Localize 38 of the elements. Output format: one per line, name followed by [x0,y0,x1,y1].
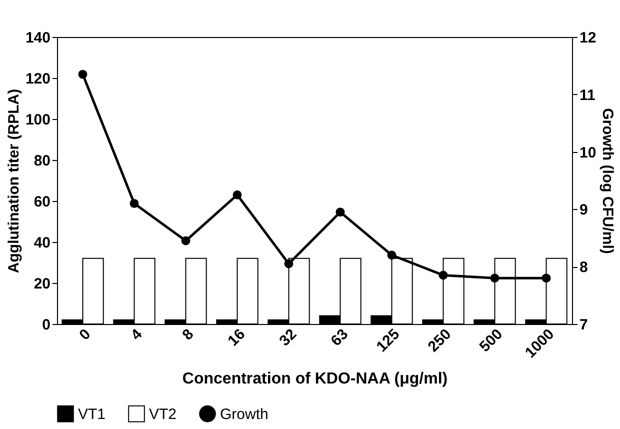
point [490,274,500,283]
y-axis-title: Agglutination titer (RPLA) [5,88,22,274]
y-tick-label: 40 [34,234,50,252]
y2-tick-label: 7 [580,316,588,334]
x-tick-label: 0 [76,326,94,344]
point [387,250,396,260]
point [232,190,242,200]
x-tick-label: 63 [328,326,352,350]
x-tick-label: 4 [128,325,146,344]
y-tick-label: 60 [34,194,50,210]
x-tick-label: 500 [476,326,506,356]
point [336,208,345,217]
point [181,236,190,246]
point [130,198,139,208]
point [438,270,448,280]
x-tick-label: 16 [224,326,249,350]
y-tick-label: 100 [25,112,50,128]
x-axis-title: Concentration of KDO-NAA (μg/ml) [182,370,448,388]
y-tick-label: 20 [34,276,50,292]
y2-axis-title: Growth (log CFU/ml) [599,108,616,254]
point [284,259,294,268]
x-tick-label: 125 [373,326,404,356]
y2-tick-label: 12 [580,30,596,46]
legend-label: VT1 [78,406,106,423]
x-tick-label: 8 [179,326,198,344]
y-tick-label: 120 [25,70,50,88]
x-tick-label: 250 [424,326,455,356]
x-tick-label: 32 [276,326,300,350]
legend-label: Growth [220,406,268,423]
y2-tick-label: 8 [580,259,588,276]
y-tick-label: 80 [34,152,50,170]
y-tick-label: 140 [25,30,50,46]
point [542,274,551,283]
point [78,70,88,79]
y2-tick-label: 11 [580,86,596,104]
y2-tick-label: 9 [580,202,588,219]
legend-label: VT2 [149,406,177,423]
y2-tick-label: 10 [580,144,596,162]
